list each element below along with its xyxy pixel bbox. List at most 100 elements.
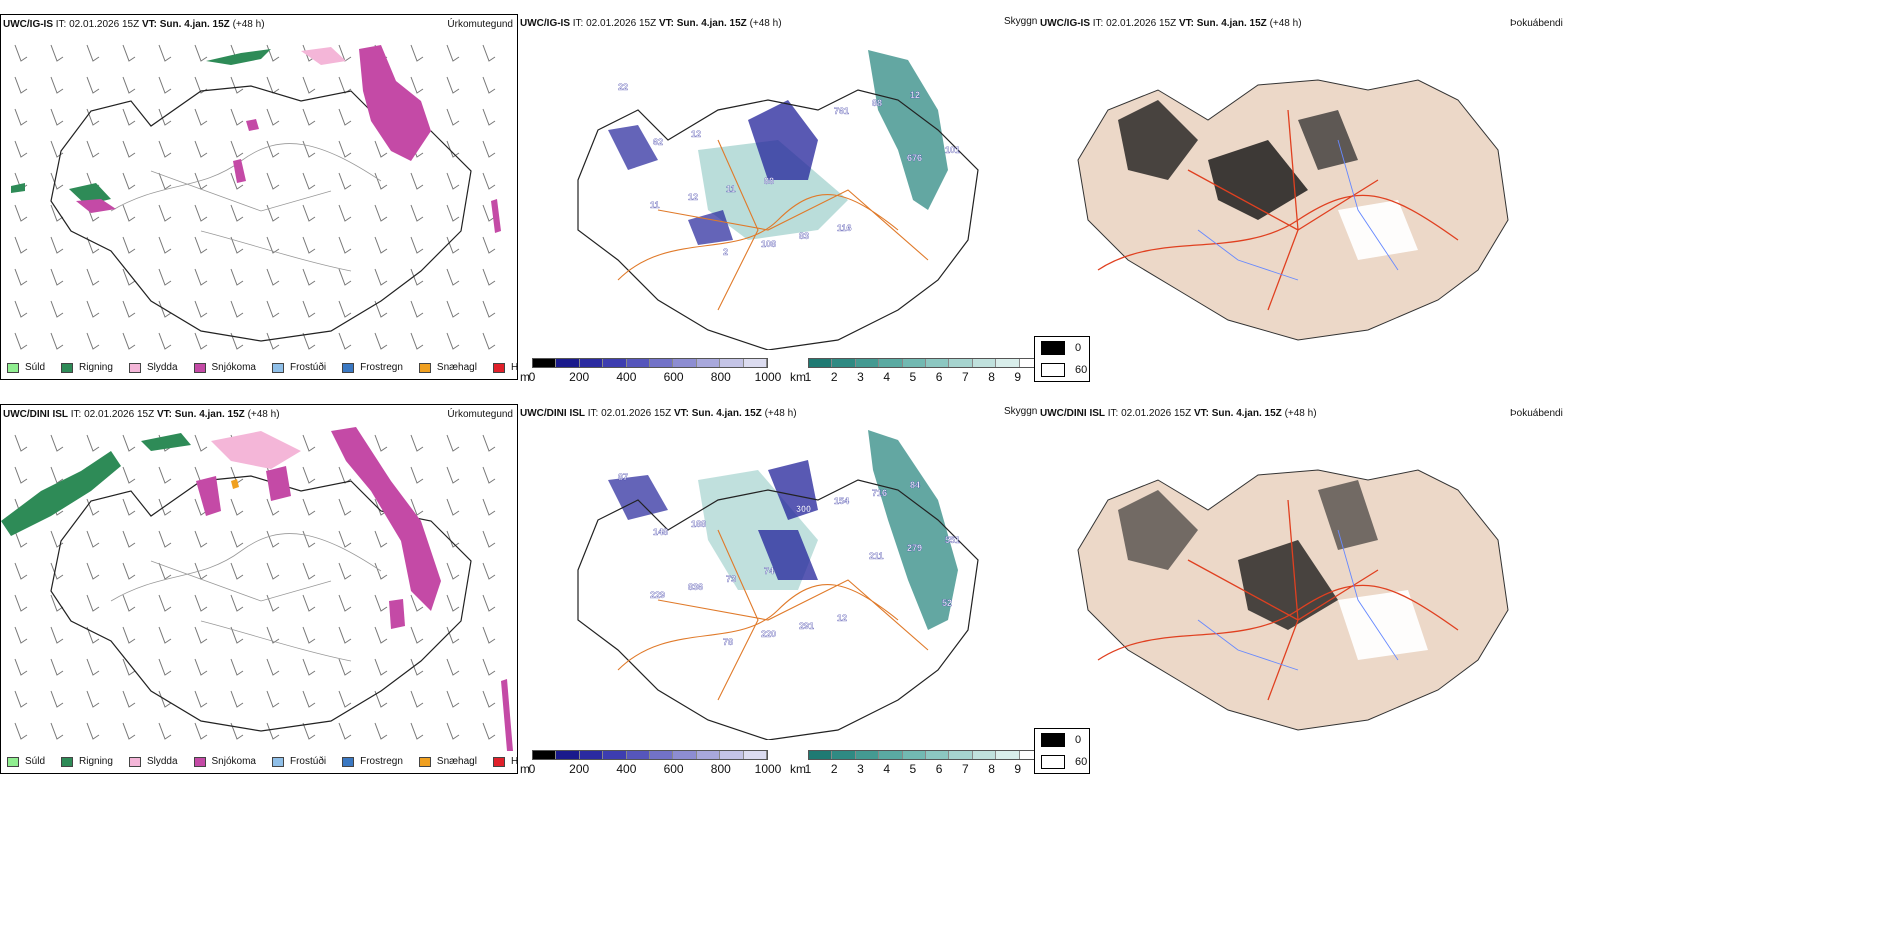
wind-barb: [50, 140, 64, 158]
wind-barb: [230, 76, 244, 94]
valid-prefix: VT:: [1193, 408, 1209, 419]
wind-barb: [230, 108, 244, 126]
valid-time: Sun. 4.jan. 15Z: [1196, 18, 1267, 29]
wind-barb: [302, 530, 316, 548]
wind-barb: [446, 690, 460, 708]
ceiling-value-label: 11: [726, 184, 736, 194]
wind-barb: [482, 626, 496, 644]
colorbar-segment: [855, 359, 880, 367]
fog-dense: [1208, 140, 1308, 220]
wind-barb: [446, 268, 460, 286]
colorbar-tick-label: 200: [569, 370, 590, 384]
ceiling-value-label: 12: [691, 129, 701, 139]
model-label: UWC/IG-IS: [1040, 18, 1090, 29]
wind-barb: [158, 562, 172, 580]
hail-swatch: [492, 756, 505, 767]
ceiling-value-label: 12: [910, 90, 920, 100]
legend-label: Snæhagl: [436, 362, 477, 373]
wind-barb: [302, 562, 316, 580]
colorbar-segment: [673, 359, 697, 367]
init-prefix: IT:: [1092, 18, 1104, 29]
ceiling-unit: m: [520, 370, 530, 384]
wind-barb: [338, 722, 352, 740]
init-prefix: IT:: [587, 408, 599, 419]
ceiling-value-label: 148: [653, 527, 668, 537]
colorbar-tick-label: 9: [1014, 370, 1022, 384]
legend-item: Rigning: [61, 362, 113, 373]
wind-barb: [122, 108, 136, 126]
visibility-bar: [808, 750, 1044, 760]
wind-barb: [302, 332, 316, 350]
colorbar-segment: [556, 359, 580, 367]
wind-barb: [230, 268, 244, 286]
fog-legend: 0 60: [1034, 336, 1090, 382]
colorbar-segment: [533, 751, 557, 759]
legend-label: Snjókoma: [211, 362, 256, 373]
wind-barb: [86, 722, 100, 740]
wind-barb: [374, 434, 388, 452]
rain-region: [1, 451, 121, 536]
valid-prefix: VT:: [156, 409, 172, 420]
wind-barb: [50, 626, 64, 644]
legend-label: Súld: [25, 362, 46, 373]
wind-barb: [122, 658, 136, 676]
legend-label: Frostúði: [289, 756, 327, 767]
colorbar-segment: [720, 359, 744, 367]
legend-label: Rigning: [79, 362, 113, 373]
colorbar-segment: [809, 751, 833, 759]
legend-label: Slydda: [146, 756, 178, 767]
colorbar-tick-label: 0: [528, 370, 536, 384]
fog-label-60: 60: [1075, 756, 1088, 768]
wind-barb: [482, 268, 496, 286]
wind-barb: [302, 498, 316, 516]
init-time: 02.01.2026 15Z: [1106, 18, 1177, 29]
fog-light: [1338, 200, 1418, 260]
ceiling-value-label: 84: [910, 480, 920, 490]
lead-time: (+48 h): [1269, 18, 1302, 29]
ceiling-value-label: 12: [837, 613, 847, 623]
ceiling-value-label: 116: [837, 223, 852, 233]
wind-barb: [50, 44, 64, 62]
colorbar-tick-label: 9: [1014, 762, 1022, 776]
wind-barb: [374, 722, 388, 740]
wind-barb: [86, 562, 100, 580]
ceiling-ticks: 0 200 400 600 800 1000: [529, 762, 782, 776]
wind-barb: [230, 594, 244, 612]
wind-barb: [374, 690, 388, 708]
ceiling-value-label: 101: [945, 145, 960, 155]
colorbar-segment: [949, 359, 973, 367]
wind-barb: [446, 722, 460, 740]
init-prefix: IT:: [55, 19, 67, 30]
panel-title: UWC/IG-IS IT: 02.01.2026 15Z VT: Sun. 4.…: [1040, 18, 1302, 29]
init-time: 02.01.2026 15Z: [601, 408, 672, 419]
cloud-panel-bottom: UWC/DINI ISL IT: 02.01.2026 15Z VT: Sun.…: [518, 404, 1051, 776]
panel-type-label: Úrkomutegund: [447, 409, 513, 420]
ceiling-value-label: 62: [653, 137, 663, 147]
valid-prefix: VT:: [658, 18, 674, 29]
wind-barb: [374, 204, 388, 222]
colorbar-segment: [743, 751, 768, 759]
ceiling-value-label: 83: [799, 231, 809, 241]
rivers: [1197, 529, 1399, 671]
ceiling-value-label: 300: [796, 504, 811, 514]
wind-barb: [482, 498, 496, 516]
init-time: 02.01.2026 15Z: [84, 409, 155, 420]
wind-barb: [14, 76, 28, 94]
panel-title: UWC/IG-IS IT: 02.01.2026 15Z VT: Sun. 4.…: [520, 18, 782, 29]
ceiling-ticks: 0 200 400 600 800 1000: [528, 370, 782, 384]
snow-region: [359, 45, 431, 161]
wind-barb: [50, 268, 64, 286]
panel-title: UWC/IG-IS IT: 02.01.2026 15Z VT: Sun. 4.…: [3, 19, 265, 30]
wind-barb: [302, 658, 316, 676]
wind-barb: [266, 722, 280, 740]
legend-item: Snæhagl: [418, 756, 477, 767]
wind-barb: [266, 236, 280, 254]
fog-dense: [1118, 490, 1198, 570]
valid-time: Sun. 4.jan. 15Z: [1211, 408, 1282, 419]
wind-barb: [86, 530, 100, 548]
colorbar-tick-label: 4: [883, 762, 890, 776]
wind-barb: [410, 626, 424, 644]
model-label: UWC/IG-IS: [3, 19, 53, 30]
ceiling-value-label: 229: [650, 590, 665, 600]
legend-label: Slydda: [146, 362, 178, 373]
